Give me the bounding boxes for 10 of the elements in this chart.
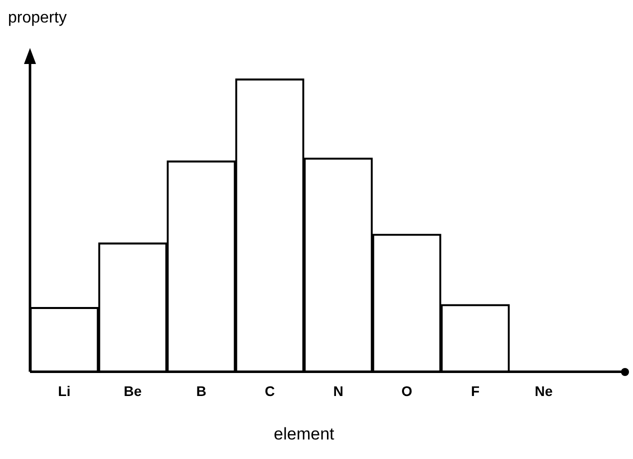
y-axis-title: property (8, 9, 67, 26)
x-axis-title: element (274, 424, 335, 444)
x-tick-label: B (196, 383, 206, 400)
x-tick-label: Ne (534, 383, 553, 400)
x-tick-label: C (264, 383, 275, 400)
x-tick-label: F (470, 383, 480, 400)
x-tick-label: O (401, 383, 412, 400)
x-tick-label: N (333, 383, 344, 400)
x-tick-label: Li (58, 383, 70, 400)
x-tick-label: Be (124, 383, 142, 400)
